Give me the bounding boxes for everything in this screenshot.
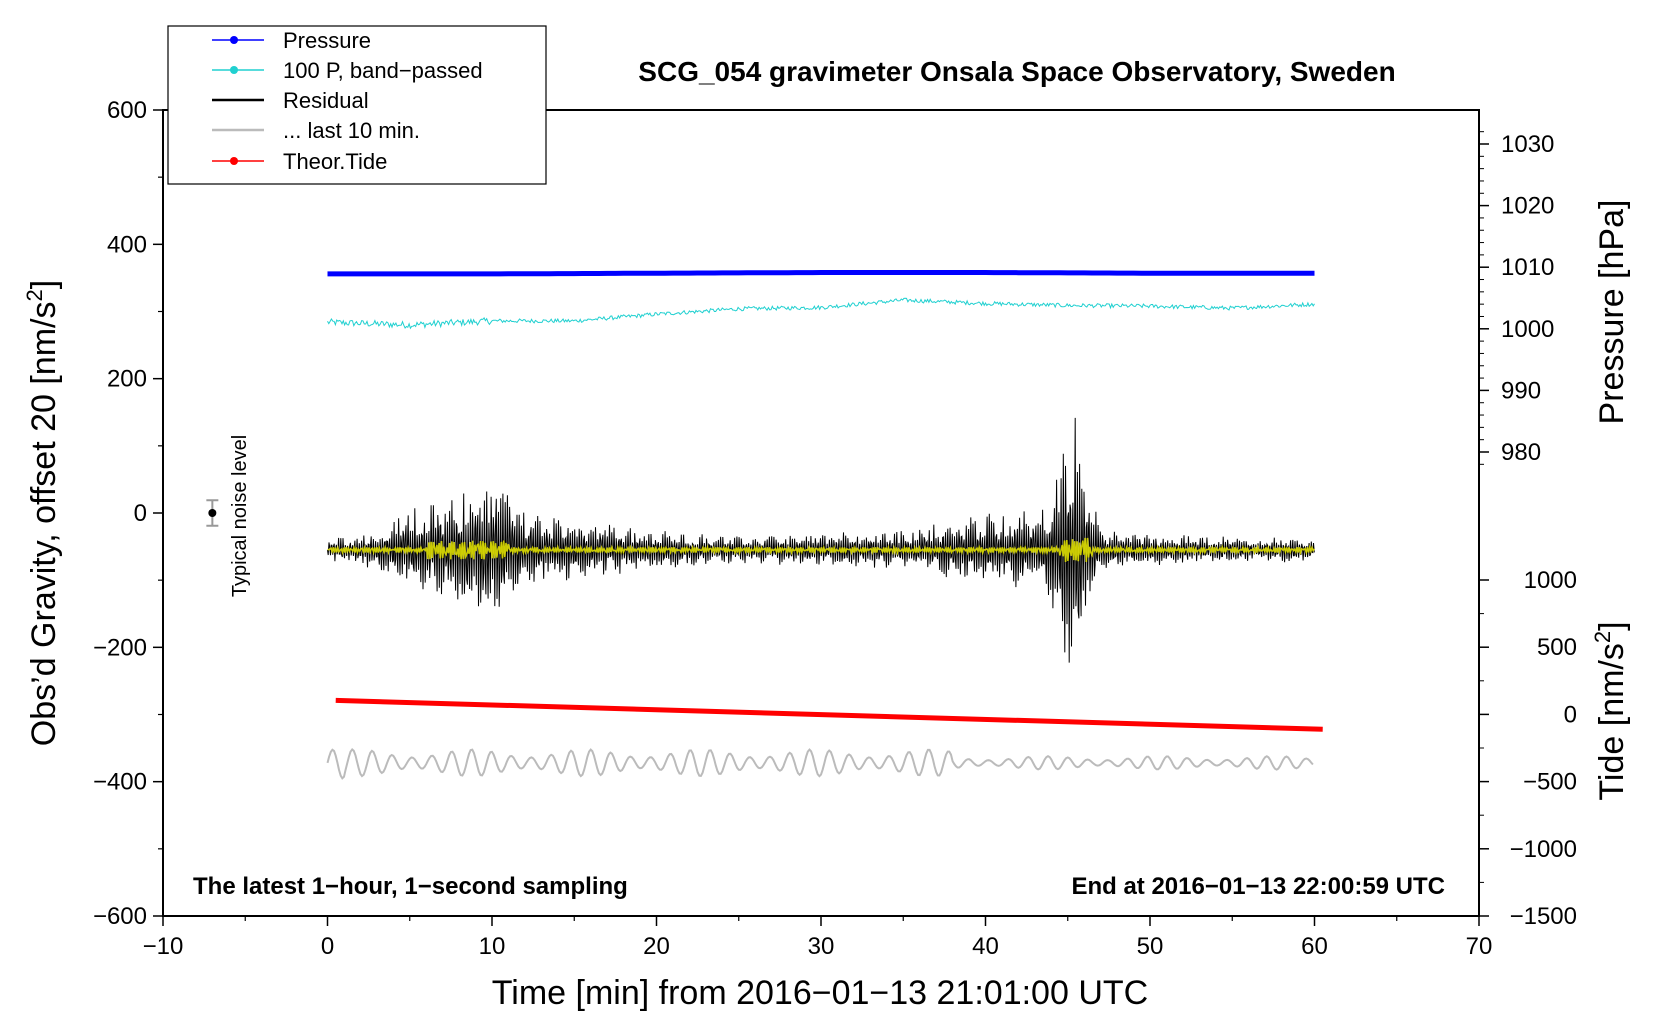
x-tick-label: 60 — [1301, 933, 1328, 960]
legend-marker-band-passed — [230, 66, 238, 74]
y-left-axis-label: Obs’d Gravity, offset 20 [nm/s2] — [22, 280, 63, 746]
y-tide-tick-label: 1000 — [1524, 567, 1577, 594]
legend-item-theor-tide: Theor.Tide — [212, 149, 387, 174]
y-tide-tick-label: 0 — [1564, 701, 1577, 728]
y-left-tick-label: 400 — [107, 231, 147, 258]
noise-level-label: Typical noise level — [229, 435, 251, 597]
ticks-layer: −10 0 10 20 30 40 50 60 706004002000−200−400−600… — [93, 97, 1577, 960]
y-tide-tick-label: −500 — [1523, 769, 1577, 796]
y-pressure-tick-label: 1020 — [1501, 193, 1554, 220]
legend-label-last-10-min: ... last 10 min. — [283, 118, 420, 143]
y-right-tide-label: Tide [nm/s2] — [1590, 621, 1631, 800]
y-pressure-tick-label: 1010 — [1501, 254, 1554, 281]
x-tick-label: 10 — [479, 933, 506, 960]
annotation-end-time: End at 2016−01−13 22:00:59 UTC — [1071, 873, 1445, 900]
y-tide-tick-label: −1000 — [1510, 836, 1577, 863]
x-tick-label: −10 — [143, 933, 184, 960]
noise-point — [208, 509, 217, 517]
y-left-tick-label: −600 — [93, 903, 147, 930]
series-band-passed-overlay-line — [327, 537, 1315, 563]
legend-marker-pressure — [230, 36, 238, 44]
y-right-pressure-label: Pressure [hPa] — [1593, 200, 1631, 425]
x-tick-label: 40 — [972, 933, 999, 960]
legend: Pressure 100 P, band−passed Residual ...… — [167, 25, 547, 185]
y-pressure-tick-label: 1030 — [1501, 131, 1554, 158]
series-layer — [326, 270, 1323, 780]
chart-title: SCG_054 gravimeter Onsala Space Observat… — [638, 56, 1395, 87]
series-pressure-line — [327, 270, 1315, 277]
y-left-tick-label: 200 — [107, 366, 147, 393]
series-band-passed-line — [327, 297, 1315, 330]
legend-label-pressure: Pressure — [283, 28, 371, 53]
y-left-tick-label: 600 — [107, 97, 147, 124]
legend-item-last-10-min: ... last 10 min. — [212, 118, 420, 143]
series-tide-line — [335, 697, 1323, 732]
series-last-10-min-line — [326, 748, 1314, 780]
y-tide-tick-label: −1500 — [1510, 903, 1577, 930]
legend-label-band-passed: 100 P, band−passed — [283, 58, 483, 83]
y-pressure-tick-label: 990 — [1501, 377, 1541, 404]
legend-item-pressure: Pressure — [212, 28, 371, 53]
x-tick-label: 50 — [1137, 933, 1164, 960]
x-tick-label: 0 — [321, 933, 334, 960]
y-left-tick-label: −200 — [93, 634, 147, 661]
x-tick-label: 70 — [1466, 933, 1493, 960]
y-tide-tick-label: 500 — [1537, 634, 1577, 661]
y-left-tick-label: −400 — [93, 769, 147, 796]
annotation-sampling: The latest 1−hour, 1−second sampling — [193, 873, 628, 900]
legend-item-band-passed: 100 P, band−passed — [212, 58, 483, 83]
legend-item-residual: Residual — [212, 88, 369, 113]
y-left-tick-label: 0 — [134, 500, 147, 527]
y-pressure-tick-label: 1000 — [1501, 316, 1554, 343]
legend-marker-theor-tide — [230, 157, 238, 165]
legend-label-residual: Residual — [283, 88, 369, 113]
legend-label-theor-tide: Theor.Tide — [283, 149, 387, 174]
noise-marker — [206, 499, 219, 527]
x-axis-label: Time [min] from 2016−01−13 21:01:00 UTC — [492, 974, 1148, 1012]
y-pressure-tick-label: 980 — [1501, 439, 1541, 466]
x-tick-label: 20 — [643, 933, 670, 960]
x-tick-label: 30 — [808, 933, 835, 960]
legend-box — [167, 25, 547, 185]
